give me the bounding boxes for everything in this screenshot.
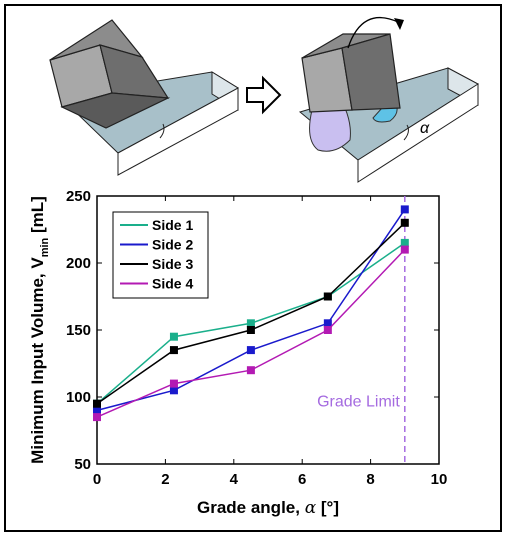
x-tick-label: 4 bbox=[230, 471, 239, 488]
data-point-side-3 bbox=[323, 292, 332, 301]
data-point-side-4 bbox=[323, 326, 332, 334]
legend-label-side-1: Side 1 bbox=[152, 217, 193, 233]
data-point-side-4 bbox=[93, 413, 101, 422]
legend-label-side-4: Side 4 bbox=[152, 276, 193, 292]
legend: Side 1 Side 2 Side 3 Side 4 bbox=[112, 211, 209, 299]
y-axis: 50 100 150 200 250 bbox=[66, 188, 439, 473]
data-point-side-4 bbox=[169, 379, 178, 388]
series-layer bbox=[93, 205, 409, 422]
data-point-side-3 bbox=[93, 399, 101, 408]
y-tick-label: 150 bbox=[66, 322, 91, 339]
x-tick-label: 0 bbox=[93, 471, 101, 488]
angle-alpha-label: α bbox=[420, 120, 430, 137]
grade-angle-arc bbox=[159, 123, 165, 139]
grade-angle-arc-right bbox=[403, 124, 409, 141]
liquid-drop-right bbox=[372, 107, 398, 123]
data-point-side-3 bbox=[169, 346, 178, 355]
x-tick-label: 10 bbox=[431, 471, 448, 488]
liquid-drop-left bbox=[309, 107, 351, 152]
x-tick-label: 2 bbox=[161, 471, 169, 488]
x-axis-title: Grade angle, α [°] bbox=[197, 498, 339, 518]
y-tick-label: 200 bbox=[66, 255, 91, 272]
data-point-side-4 bbox=[246, 366, 255, 375]
data-point-side-3 bbox=[246, 326, 255, 334]
y-axis-title: Minimum Input Volume, Vmin [mL] bbox=[28, 196, 51, 464]
x-tick-label: 8 bbox=[366, 471, 374, 488]
data-point-side-2 bbox=[169, 386, 178, 395]
ramp-illustration-right: α bbox=[298, 17, 479, 183]
data-point-side-1 bbox=[169, 332, 178, 341]
ramp-side-face bbox=[117, 87, 239, 176]
transition-arrow bbox=[246, 75, 282, 115]
data-point-side-2 bbox=[246, 346, 255, 355]
data-point-side-2 bbox=[400, 205, 409, 214]
line-chart: 50 100 150 200 250 0 2 4 6 8 10 Grade Limit Grade… bbox=[28, 188, 447, 518]
y-tick-label: 50 bbox=[74, 456, 91, 473]
data-point-side-2 bbox=[93, 406, 101, 415]
y-tick-label: 250 bbox=[66, 188, 91, 205]
x-tick-label: 6 bbox=[298, 471, 306, 488]
data-point-side-1 bbox=[400, 238, 409, 247]
data-point-side-2 bbox=[323, 319, 332, 328]
data-point-side-4 bbox=[400, 245, 409, 254]
legend-label-side-2: Side 2 bbox=[152, 237, 193, 253]
ramp-illustration-left bbox=[49, 19, 239, 176]
data-point-side-3 bbox=[400, 218, 409, 227]
legend-label-side-3: Side 3 bbox=[152, 256, 193, 272]
data-point-side-1 bbox=[246, 319, 255, 328]
grade-limit-label: Grade Limit bbox=[317, 393, 400, 410]
y-tick-label: 100 bbox=[66, 389, 91, 406]
x-axis: 0 2 4 6 8 10 bbox=[93, 196, 448, 488]
tipping-arrow bbox=[347, 17, 399, 49]
